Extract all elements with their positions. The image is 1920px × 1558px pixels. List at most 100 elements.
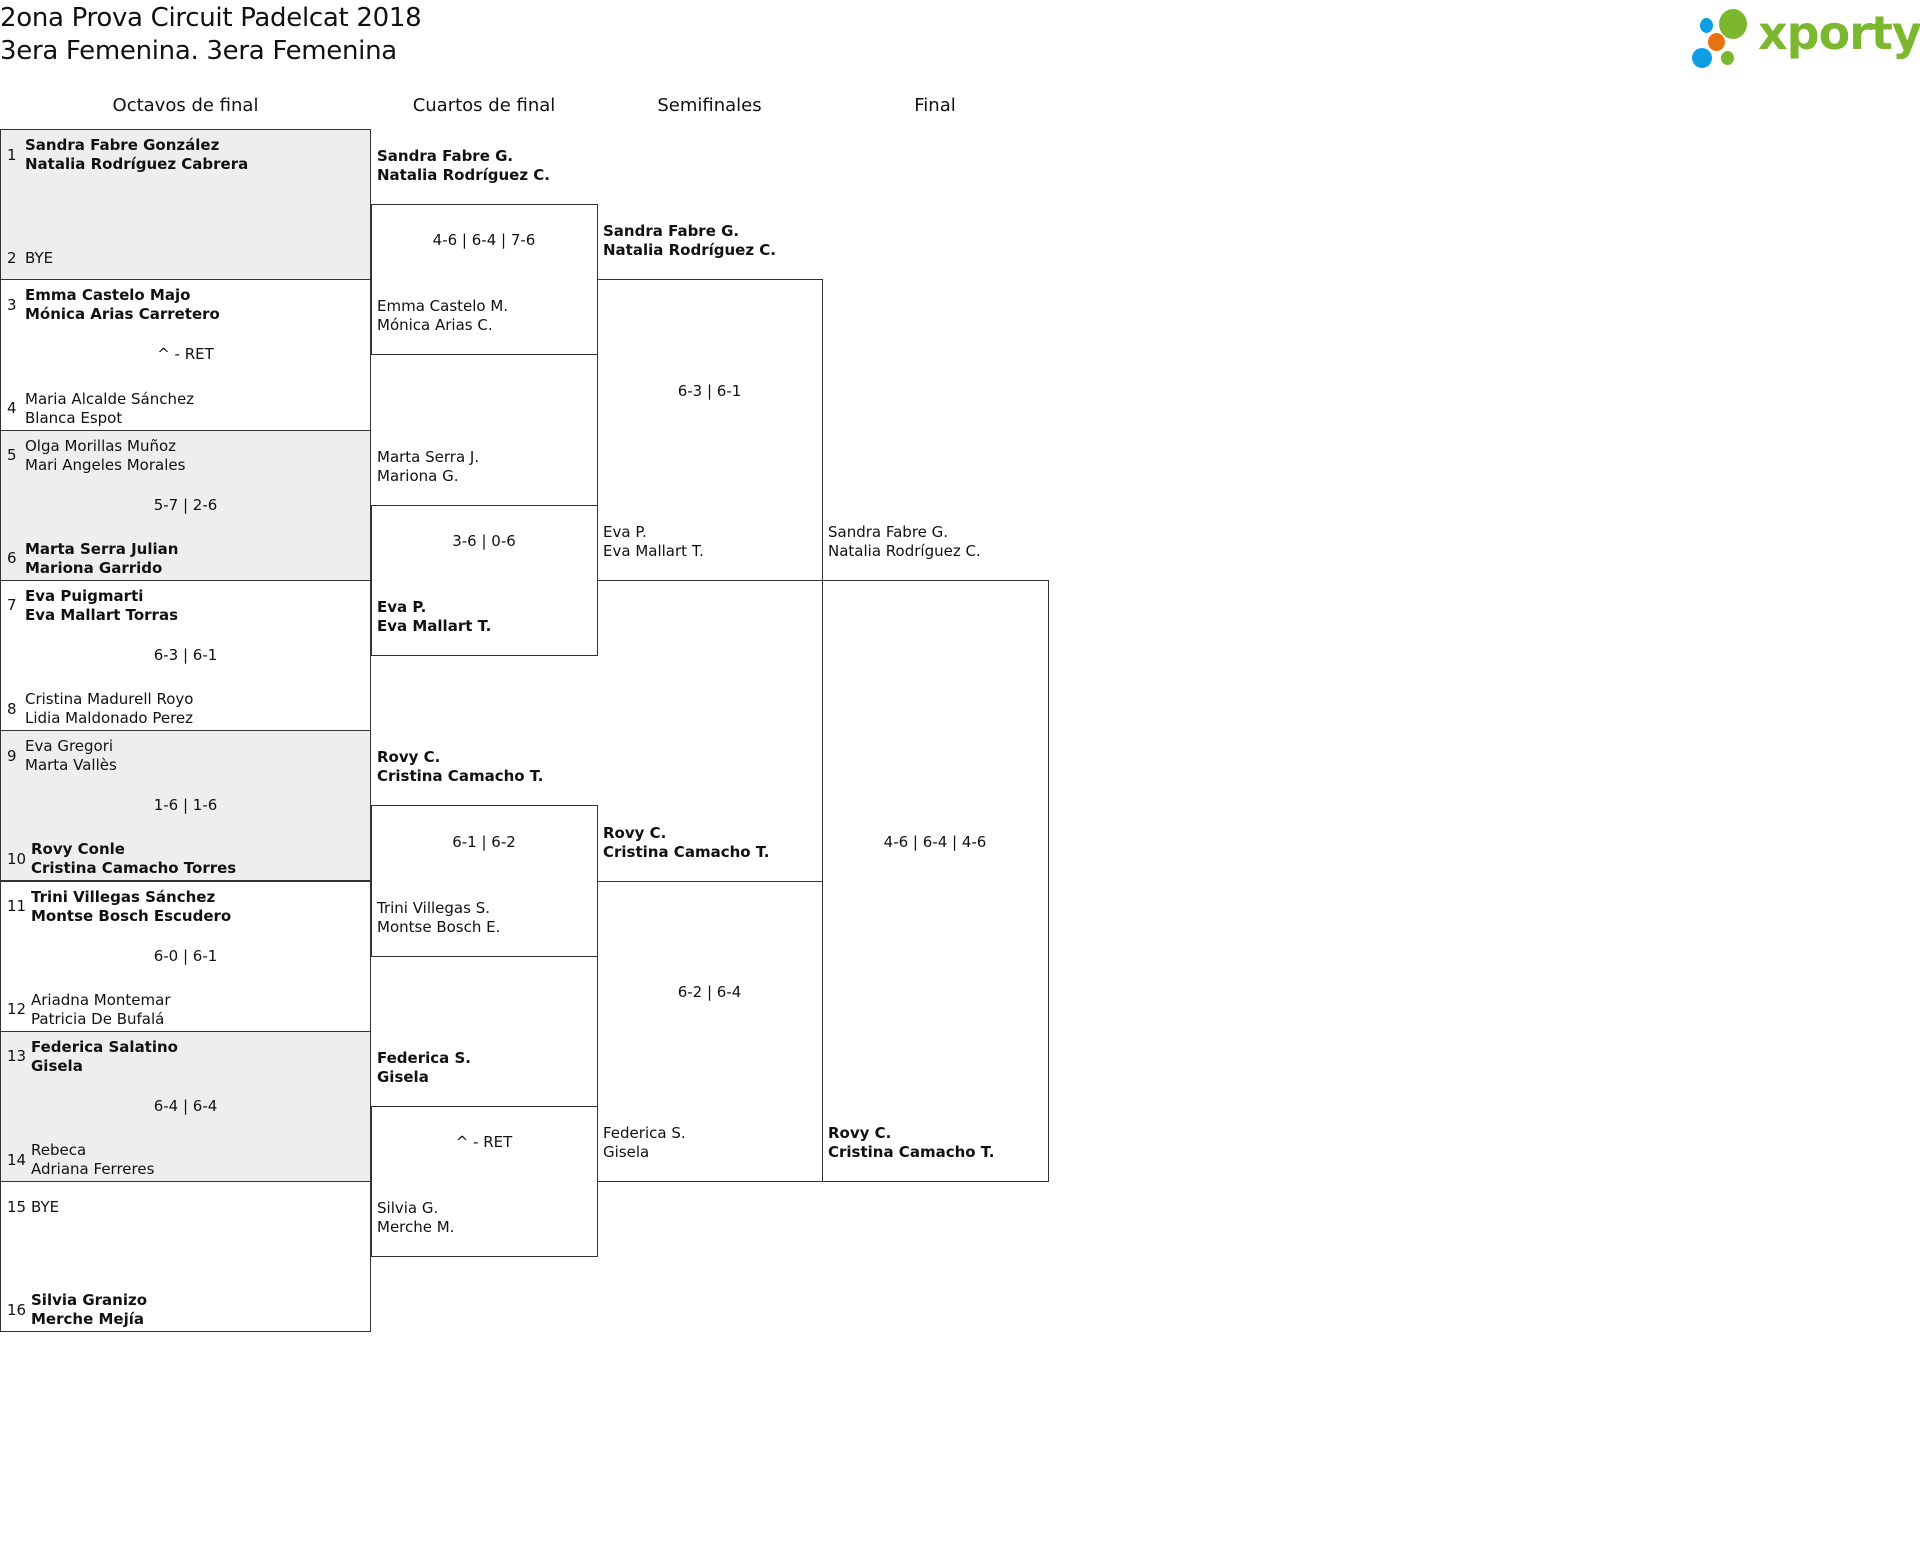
match-box[interactable]	[822, 579, 1049, 1183]
team-entry[interactable]: 3 Emma Castelo Majo Mónica Arias Carretero	[1, 286, 370, 324]
team-entry[interactable]: 16 Silvia Granizo Merche Mejía	[1, 1291, 370, 1329]
team-names: Eva P. Eva Mallart T.	[377, 598, 491, 636]
team-entry[interactable]: Federica S. Gisela	[377, 1049, 471, 1087]
team-entry[interactable]: 7 Eva Puigmarti Eva Mallart Torras	[1, 587, 370, 625]
team-entry[interactable]: Sandra Fabre G. Natalia Rodríguez C.	[603, 222, 776, 260]
player-name: Adriana Ferreres	[31, 1160, 155, 1179]
match-score: 1-6 | 1-6	[153, 796, 218, 815]
player-name: BYE	[31, 1197, 60, 1216]
player-name: Marta Serra Julian	[25, 539, 179, 558]
player-name: Eva P.	[603, 522, 647, 541]
seed-number: 13	[7, 1047, 27, 1066]
match-score: ^ - RET	[455, 1133, 513, 1152]
player-name: Cristina Camacho T.	[828, 1143, 995, 1162]
player-name: Federica S.	[603, 1124, 686, 1143]
player-name: Sandra Fabre González	[25, 136, 220, 154]
tournament-title: 2ona Prova Circuit Padelcat 2018	[0, 3, 422, 33]
match-box[interactable]: 15 BYE 16 Silvia Granizo Merche Mejía	[0, 1181, 371, 1333]
seed-number: 5	[7, 446, 17, 465]
match-box[interactable]: 9 Eva Gregori Marta Vallès 10 Rovy Conle Cris…	[0, 730, 371, 882]
seed-number: 9	[7, 746, 17, 765]
team-entry[interactable]: Emma Castelo M. Mónica Arias C.	[377, 297, 508, 335]
match-box[interactable]: 13 Federica Salatino Gisela 14 Rebeca Adriana…	[0, 1030, 371, 1183]
player-name: Rovy Conle	[31, 840, 125, 859]
round-header: Cuartos de final	[412, 95, 556, 116]
team-names: Sandra Fabre G. Natalia Rodríguez C.	[603, 222, 776, 260]
player-name: Marta Serra J.	[377, 447, 480, 466]
team-entry[interactable]: 10 Rovy Conle Cristina Camacho Torres	[1, 840, 370, 878]
match-box[interactable]: 5 Olga Morillas Muñoz Mari Angeles Morales…	[0, 429, 371, 581]
match-box[interactable]: 3 Emma Castelo Majo Mónica Arias Carretero…	[0, 279, 371, 431]
round-header: Octavos de final	[112, 95, 259, 116]
seed-number: 6	[7, 549, 17, 568]
team-entry[interactable]: 2 BYE	[1, 239, 370, 277]
team-entry[interactable]: Marta Serra J. Mariona G.	[377, 448, 479, 486]
team-names: Eva Puigmarti Eva Mallart Torras	[25, 587, 178, 625]
player-name: Eva Mallart T.	[377, 617, 492, 636]
player-name: Natalia Rodríguez C.	[377, 166, 550, 185]
player-name: Olga Morillas Muñoz	[25, 436, 177, 455]
player-name: Blanca Espot	[25, 408, 123, 427]
player-name: Federica S.	[377, 1048, 471, 1067]
team-entry[interactable]: Sandra Fabre G. Natalia Rodríguez C.	[828, 523, 981, 561]
team-entry[interactable]: Rovy C. Cristina Camacho T.	[828, 1124, 994, 1162]
match-box[interactable]: 1 Sandra Fabre González Natalia Rodríguez …	[0, 129, 371, 281]
logo-dot-icon	[1719, 9, 1747, 39]
team-names: Olga Morillas Muñoz Mari Angeles Morales	[25, 437, 185, 475]
team-names: Silvia Granizo Merche Mejía	[31, 1291, 147, 1329]
player-name: Mariona Garrido	[25, 558, 163, 577]
player-name: Rovy C.	[828, 1124, 892, 1143]
team-entry[interactable]: Eva P. Eva Mallart T.	[377, 598, 491, 636]
match-score: ^ - RET	[157, 345, 214, 364]
player-name: Ariadna Montemar	[31, 990, 171, 1009]
team-names: Rovy C. Cristina Camacho T.	[377, 748, 543, 786]
player-name: Trini Villegas S.	[377, 898, 490, 917]
team-entry[interactable]: Trini Villegas S. Montse Bosch E.	[377, 899, 500, 937]
match-score: 6-3 | 6-1	[153, 646, 218, 665]
player-name: Eva Gregori	[25, 737, 114, 756]
team-names: Federica S. Gisela	[603, 1124, 686, 1162]
logo-dot-icon	[1692, 48, 1712, 68]
team-entry[interactable]: 12 Ariadna Montemar Patricia De Bufalá	[1, 991, 370, 1029]
team-entry[interactable]: 1 Sandra Fabre González Natalia Rodríguez …	[1, 136, 370, 174]
team-entry[interactable]: 9 Eva Gregori Marta Vallès	[1, 737, 370, 775]
team-names: Marta Serra Julian Mariona Garrido	[25, 540, 178, 578]
team-names: Rovy Conle Cristina Camacho Torres	[31, 840, 236, 878]
team-names: Federica S. Gisela	[377, 1049, 471, 1087]
round-header: Final	[914, 95, 956, 116]
match-box[interactable]: 7 Eva Puigmarti Eva Mallart Torras 8 Cristin…	[0, 579, 371, 732]
team-entry[interactable]: Sandra Fabre G. Natalia Rodríguez C.	[377, 147, 550, 185]
player-name: Cristina Camacho Torres	[31, 859, 237, 878]
player-name: Eva Puigmarti	[25, 586, 144, 605]
team-entry[interactable]: Silvia G. Merche M.	[377, 1199, 454, 1237]
team-entry[interactable]: Federica S. Gisela	[603, 1124, 686, 1162]
logo-dot-icon	[1700, 18, 1713, 33]
team-entry[interactable]: 15 BYE	[1, 1188, 370, 1226]
team-entry[interactable]: 13 Federica Salatino Gisela	[1, 1038, 370, 1076]
seed-number: 8	[7, 699, 17, 718]
logo-dot-icon	[1708, 33, 1725, 51]
team-entry[interactable]: Rovy C. Cristina Camacho T.	[603, 824, 769, 862]
team-names: Emma Castelo M. Mónica Arias C.	[377, 297, 508, 335]
team-entry[interactable]: 11 Trini Villegas Sánchez Montse Bosch Esc…	[1, 888, 370, 926]
team-entry[interactable]: 5 Olga Morillas Muñoz Mari Angeles Morales	[1, 437, 370, 475]
team-entry[interactable]: Rovy C. Cristina Camacho T.	[377, 748, 543, 786]
team-names: Sandra Fabre G. Natalia Rodríguez C.	[377, 147, 550, 185]
team-names: Trini Villegas S. Montse Bosch E.	[377, 899, 500, 937]
team-entry[interactable]: 8 Cristina Madurell Royo Lidia Maldonado P…	[1, 690, 370, 728]
seed-number: 10	[7, 849, 27, 868]
team-names: Cristina Madurell Royo Lidia Maldonado Pe…	[25, 690, 193, 728]
team-entry[interactable]: 6 Marta Serra Julian Mariona Garrido	[1, 540, 370, 578]
xporty-logo[interactable]: xporty	[1690, 4, 1920, 68]
team-entry[interactable]: Eva P. Eva Mallart T.	[603, 523, 704, 561]
team-names: BYE	[25, 249, 53, 268]
seed-number: 1	[7, 145, 17, 164]
match-box[interactable]	[597, 279, 823, 581]
player-name: Patricia De Bufalá	[31, 1009, 165, 1028]
logo-dot-icon	[1721, 51, 1734, 65]
player-name: Natalia Rodríguez Cabrera	[25, 155, 249, 173]
player-name: Silvia G.	[377, 1199, 439, 1218]
match-box[interactable]: 11 Trini Villegas Sánchez Montse Bosch Esc…	[0, 880, 371, 1032]
team-entry[interactable]: 4 Maria Alcalde Sánchez Blanca Espot	[1, 390, 370, 428]
team-entry[interactable]: 14 Rebeca Adriana Ferreres	[1, 1141, 370, 1179]
